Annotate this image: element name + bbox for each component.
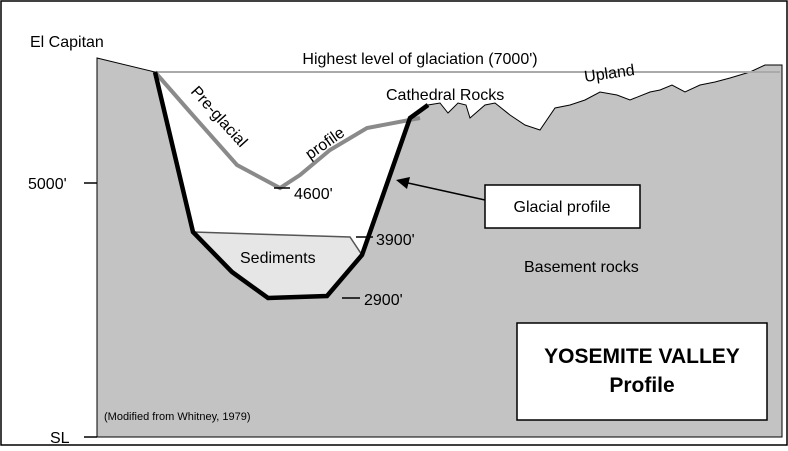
title-box <box>517 323 767 420</box>
source: (Modified from Whitney, 1979) <box>104 411 251 423</box>
diagram: El Capitan Upland Cathedral Rocks Highes… <box>0 0 788 446</box>
label: El Capitan <box>30 34 104 51</box>
label: 4600' <box>294 186 333 203</box>
label: 3900' <box>376 232 415 249</box>
title: Profile <box>609 374 674 397</box>
label: Highest level of glaciation (7000') <box>302 51 537 68</box>
label: 2900' <box>364 292 403 309</box>
label: 5000' <box>28 176 67 193</box>
callout: Glacial profile <box>514 199 611 216</box>
title: YOSEMITE VALLEY <box>544 345 740 368</box>
label: Basement rocks <box>524 259 639 276</box>
label: Cathedral Rocks <box>386 87 504 104</box>
label: SL <box>50 430 70 446</box>
label: Sediments <box>240 250 316 267</box>
